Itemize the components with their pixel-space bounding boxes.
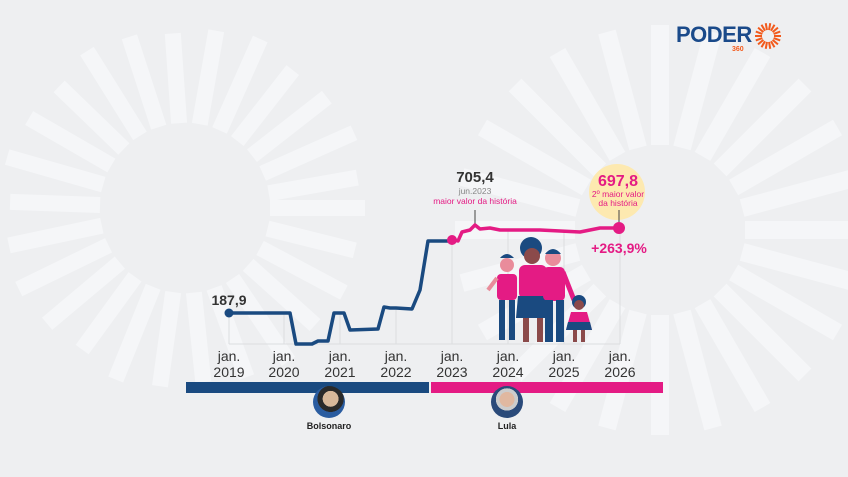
bolsonaro-term-bar xyxy=(186,382,429,393)
start-value-label: 187,9 xyxy=(211,292,247,308)
lula-line xyxy=(451,223,618,243)
lula-start-point xyxy=(447,235,457,245)
bolsonaro-line xyxy=(229,239,452,346)
change-percent: +263,9% xyxy=(591,240,647,256)
sun-logo-icon xyxy=(754,23,781,49)
x-tick-2026: jan. 2026 xyxy=(604,348,636,380)
x-tick-2023: jan. 2023 xyxy=(436,348,468,380)
lula-term-bar xyxy=(431,382,663,393)
logo-text: PODER xyxy=(676,22,752,47)
end-annotation: 697,8 2º maior valor da história xyxy=(582,173,654,208)
x-tick-2024: jan. 2024 xyxy=(492,348,524,380)
poder360-logo: PODER 360 xyxy=(676,22,782,53)
end-value: 697,8 xyxy=(597,173,639,190)
peak-note: maior valor da história xyxy=(433,196,517,206)
bolsonaro-avatar xyxy=(313,386,345,418)
lula-avatar xyxy=(491,386,523,418)
end-point xyxy=(613,222,625,234)
x-tick-2022: jan. 2022 xyxy=(380,348,412,380)
end-note-2: da história xyxy=(598,198,638,208)
end-highlight-circle xyxy=(589,164,645,220)
peak-annotation: 705,4 jun.2023 maior valor da história xyxy=(415,169,535,207)
start-point xyxy=(224,308,234,318)
x-tick-2019: jan. 2019 xyxy=(213,348,245,380)
family-illustration xyxy=(486,237,592,342)
lula-name: Lula xyxy=(497,421,517,431)
bolsonaro-name: Bolsonaro xyxy=(306,421,352,431)
peak-value: 705,4 xyxy=(456,169,494,186)
logo-360: 360 xyxy=(732,46,744,53)
x-tick-2025: jan. 2025 xyxy=(548,348,580,380)
x-tick-2021: jan. 2021 xyxy=(324,348,356,380)
peak-date: jun.2023 xyxy=(458,186,492,196)
x-tick-2020: jan. 2020 xyxy=(268,348,300,380)
end-note-1: 2º maior valor xyxy=(591,189,645,199)
